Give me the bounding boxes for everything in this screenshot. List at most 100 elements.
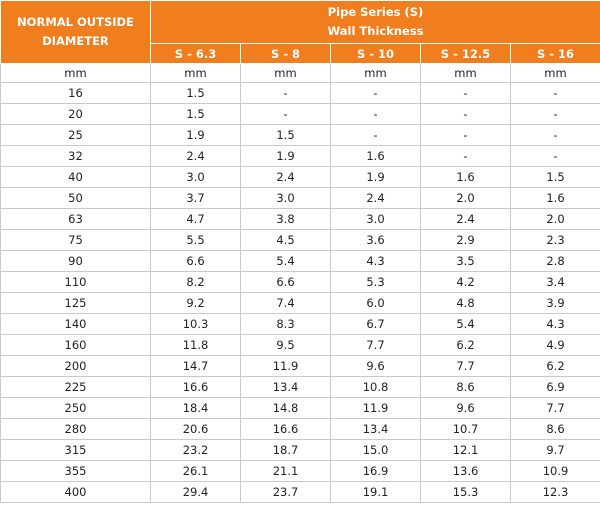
- wall-thickness-cell: 21.1: [240, 460, 331, 482]
- wall-thickness-cell: 4.9: [509, 334, 600, 356]
- wall-thickness-cell: 6.6: [150, 250, 241, 272]
- unit-cell: mm: [330, 63, 421, 83]
- wall-thickness-cell: 11.9: [240, 355, 331, 377]
- wall-thickness-cell: -: [330, 124, 421, 146]
- wall-thickness-cell: 26.1: [150, 460, 241, 482]
- outside-diameter-cell: 20: [0, 103, 151, 125]
- wall-thickness-cell: -: [509, 82, 600, 104]
- wall-thickness-cell: 2.0: [420, 187, 511, 209]
- outside-diameter-cell: 160: [0, 334, 151, 356]
- wall-thickness-cell: 16.6: [150, 376, 241, 398]
- outside-diameter-cell: 225: [0, 376, 151, 398]
- table-row: 280 20.6 16.6 13.4 10.7 8.6: [0, 418, 600, 440]
- table-row: 32 2.4 1.9 1.6- -: [0, 145, 600, 167]
- wall-thickness-cell: 12.1: [420, 439, 511, 461]
- wall-thickness-cell: 1.5: [509, 166, 600, 188]
- wall-thickness-cell: 2.8: [509, 250, 600, 272]
- table-row: 75 5.5 4.5 3.6 2.9 2.3: [0, 229, 600, 251]
- wall-thickness-cell: 29.4: [150, 481, 241, 503]
- outside-diameter-cell: 280: [0, 418, 151, 440]
- table-row: 63 4.7 3.8 3.0 2.4 2.0: [0, 208, 600, 230]
- outside-diameter-cell: 75: [0, 229, 151, 251]
- outside-diameter-cell: 40: [0, 166, 151, 188]
- wall-thickness-cell: 7.7: [330, 334, 421, 356]
- wall-thickness-cell: 3.9: [509, 292, 600, 314]
- wall-thickness-cell: 3.0: [150, 166, 241, 188]
- wall-thickness-cell: 7.7: [509, 397, 600, 419]
- wall-thickness-cell: 7.7: [420, 355, 511, 377]
- wall-thickness-cell: 10.3: [150, 313, 241, 335]
- unit-cell: mm: [420, 63, 511, 83]
- wall-thickness-cell: 11.9: [330, 397, 421, 419]
- wall-thickness-cell: 10.8: [330, 376, 421, 398]
- wall-thickness-cell: -: [240, 82, 331, 104]
- pipe-series-header: Pipe Series (S) Wall Thickness: [149, 0, 600, 44]
- wall-thickness-cell: 7.4: [240, 292, 331, 314]
- wall-thickness-cell: 9.6: [420, 397, 511, 419]
- wall-thickness-cell: 1.5: [240, 124, 331, 146]
- wall-thickness-cell: 8.6: [420, 376, 511, 398]
- wall-thickness-cell: 4.5: [240, 229, 331, 251]
- wall-thickness-cell: 3.7: [150, 187, 241, 209]
- wall-thickness-cell: 4.8: [420, 292, 511, 314]
- wall-thickness-cell: -: [420, 124, 511, 146]
- wall-thickness-cell: 9.2: [150, 292, 241, 314]
- wall-thickness-cell: 2.0: [509, 208, 600, 230]
- outside-diameter-cell: 250: [0, 397, 151, 419]
- units-row: mm mm mm mm mm mm: [0, 63, 600, 83]
- wall-thickness-cell: 1.6: [330, 145, 421, 167]
- outside-diameter-cell: 50: [0, 187, 151, 209]
- table-row: 315 23.2 18.7 15.0 12.1 9.7: [0, 439, 600, 461]
- series-header-s-8: S - 8: [240, 43, 331, 64]
- series-header-s-10: S - 10: [330, 43, 421, 64]
- outside-diameter-cell: 400: [0, 481, 151, 503]
- wall-thickness-cell: 3.0: [330, 208, 421, 230]
- series-header-s-6-3: S - 6.3: [150, 43, 241, 64]
- unit-cell: mm: [150, 63, 241, 83]
- wall-thickness-cell: 8.3: [240, 313, 331, 335]
- outside-diameter-cell: 32: [0, 145, 151, 167]
- wall-thickness-cell: -: [330, 103, 421, 125]
- wall-thickness-cell: 13.4: [330, 418, 421, 440]
- table-row: 140 10.3 8.3 6.7 5.4 4.3: [0, 313, 600, 335]
- wall-thickness-cell: 16.9: [330, 460, 421, 482]
- table-row: 25 1.9 1.5- - -: [0, 124, 600, 146]
- wall-thickness-cell: -: [509, 124, 600, 146]
- table-row: 125 9.2 7.4 6.0 4.8 3.9: [0, 292, 600, 314]
- wall-thickness-cell: 3.4: [509, 271, 600, 293]
- wall-thickness-cell: 23.2: [150, 439, 241, 461]
- wall-thickness-cell: 1.6: [509, 187, 600, 209]
- wall-thickness-cell: 5.3: [330, 271, 421, 293]
- wall-thickness-cell: 10.7: [420, 418, 511, 440]
- wall-thickness-cell: 15.3: [420, 481, 511, 503]
- table-row: 400 29.4 23.7 19.1 15.3 12.3: [0, 481, 600, 503]
- table-row: 50 3.7 3.0 2.4 2.0 1.6: [0, 187, 600, 209]
- wall-thickness-cell: 1.9: [330, 166, 421, 188]
- wall-thickness-cell: 9.6: [330, 355, 421, 377]
- wall-thickness-cell: 4.2: [420, 271, 511, 293]
- corner-label-line1: NORMAL OUTSIDE: [17, 15, 134, 29]
- outside-diameter-cell: 16: [0, 82, 151, 104]
- table-row: 355 26.1 21.1 16.9 13.6 10.9: [0, 460, 600, 482]
- series-header-s-16: S - 16: [509, 43, 600, 64]
- wall-thickness-cell: 4.7: [150, 208, 241, 230]
- wall-thickness-cell: 1.5: [150, 103, 241, 125]
- wall-thickness-cell: 3.6: [330, 229, 421, 251]
- normal-outside-diameter-header: NORMAL OUTSIDE DIAMETER: [0, 0, 151, 64]
- wall-thickness-cell: 13.4: [240, 376, 331, 398]
- wall-thickness-cell: 15.0: [330, 439, 421, 461]
- wall-thickness-cell: 5.5: [150, 229, 241, 251]
- wall-thickness-cell: -: [240, 103, 331, 125]
- wall-thickness-cell: 3.5: [420, 250, 511, 272]
- wall-thickness-cell: 14.7: [150, 355, 241, 377]
- wall-thickness-cell: 20.6: [150, 418, 241, 440]
- outside-diameter-cell: 125: [0, 292, 151, 314]
- wall-thickness-cell: 9.7: [509, 439, 600, 461]
- wall-thickness-cell: 5.4: [420, 313, 511, 335]
- table-row: 250 18.4 14.8 11.9 9.6 7.7: [0, 397, 600, 419]
- wall-thickness-cell: 3.8: [240, 208, 331, 230]
- table-row: 160 11.8 9.5 7.7 6.2 4.9: [0, 334, 600, 356]
- wall-thickness-cell: 2.4: [240, 166, 331, 188]
- wall-thickness-cell: 2.4: [420, 208, 511, 230]
- wall-thickness-cell: 2.3: [509, 229, 600, 251]
